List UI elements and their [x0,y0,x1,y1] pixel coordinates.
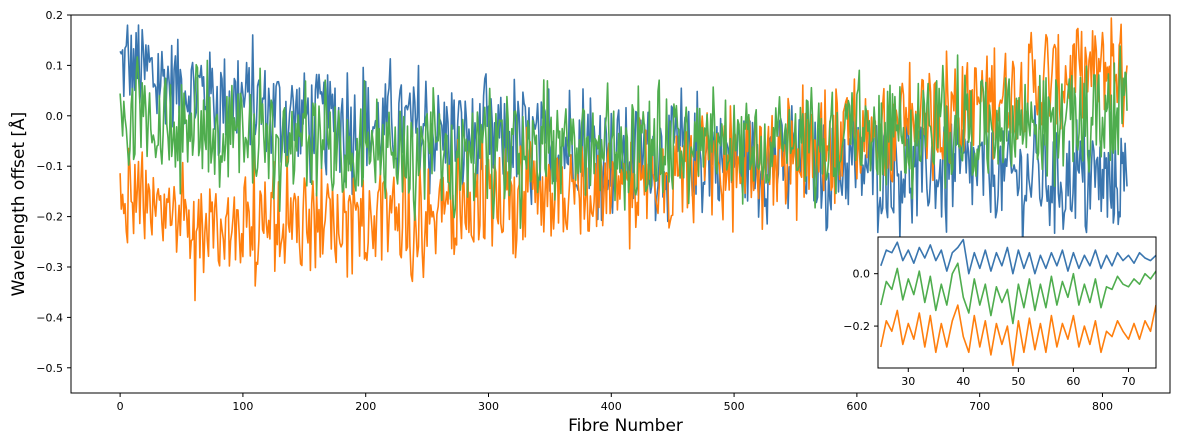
main-x-tick-label: 800 [1092,400,1113,413]
inset-x-tick-label: 40 [956,375,970,388]
inset-axes-frame [877,236,1157,369]
main-y-tick-label: −0.1 [36,160,63,173]
main-series-2-line [119,45,1128,229]
main-x-tick-label: 700 [969,400,990,413]
main-y-tick-label: 0.1 [46,59,64,72]
inset-series-2-line [880,262,1156,325]
main-y-tick-label: 0.0 [46,110,64,123]
inset-series-1-line [880,304,1156,367]
inset-x-tick-label: 30 [901,375,915,388]
main-y-tick-label: −0.3 [36,261,63,274]
main-series-group [119,17,1128,302]
main-series-1-line [119,17,1128,302]
main-x-tick-label: 300 [478,400,499,413]
main-x-tick-label: 400 [601,400,622,413]
main-x-tick-label: 100 [232,400,253,413]
main-y-tick-label: −0.4 [36,311,63,324]
inset-x-ticks: 30 40 50 60 70 [901,368,1135,388]
y-axis-label: Wavelength offset [Å] [7,112,29,297]
inset-y-tick-label: −0.2 [843,320,870,333]
inset-plot: 30 40 50 60 70 −0.2 0.0 [843,236,1157,388]
inset-x-tick-label: 60 [1066,375,1080,388]
inset-series-0-line [880,238,1156,275]
main-plot: 0 100 200 300 400 500 600 700 800 −0.5−0.4−0.3−0… [7,9,1171,436]
main-x-tick-label: 500 [724,400,745,413]
main-x-ticks: 0 100 200 300 400 500 600 700 800 [117,393,1113,413]
main-y-tick-label: 0.2 [46,9,64,22]
x-axis-label: Fibre Number [568,416,683,436]
main-x-tick-label: 600 [846,400,867,413]
main-x-tick-label: 0 [117,400,124,413]
inset-y-tick-label: 0.0 [853,268,871,281]
inset-x-tick-label: 50 [1011,375,1025,388]
inset-y-ticks: −0.2 0.0 [843,268,878,333]
main-y-tick-label: −0.2 [36,211,63,224]
main-axes-frame [70,14,1171,394]
inset-series-group [880,238,1156,367]
main-x-tick-label: 200 [355,400,376,413]
main-y-tick-label: −0.5 [36,362,63,375]
main-y-ticks: −0.5 −0.4 −0.3 −0.2 −0.1 0.0 0.1 0.2 [36,9,71,375]
inset-x-tick-label: 70 [1121,375,1135,388]
